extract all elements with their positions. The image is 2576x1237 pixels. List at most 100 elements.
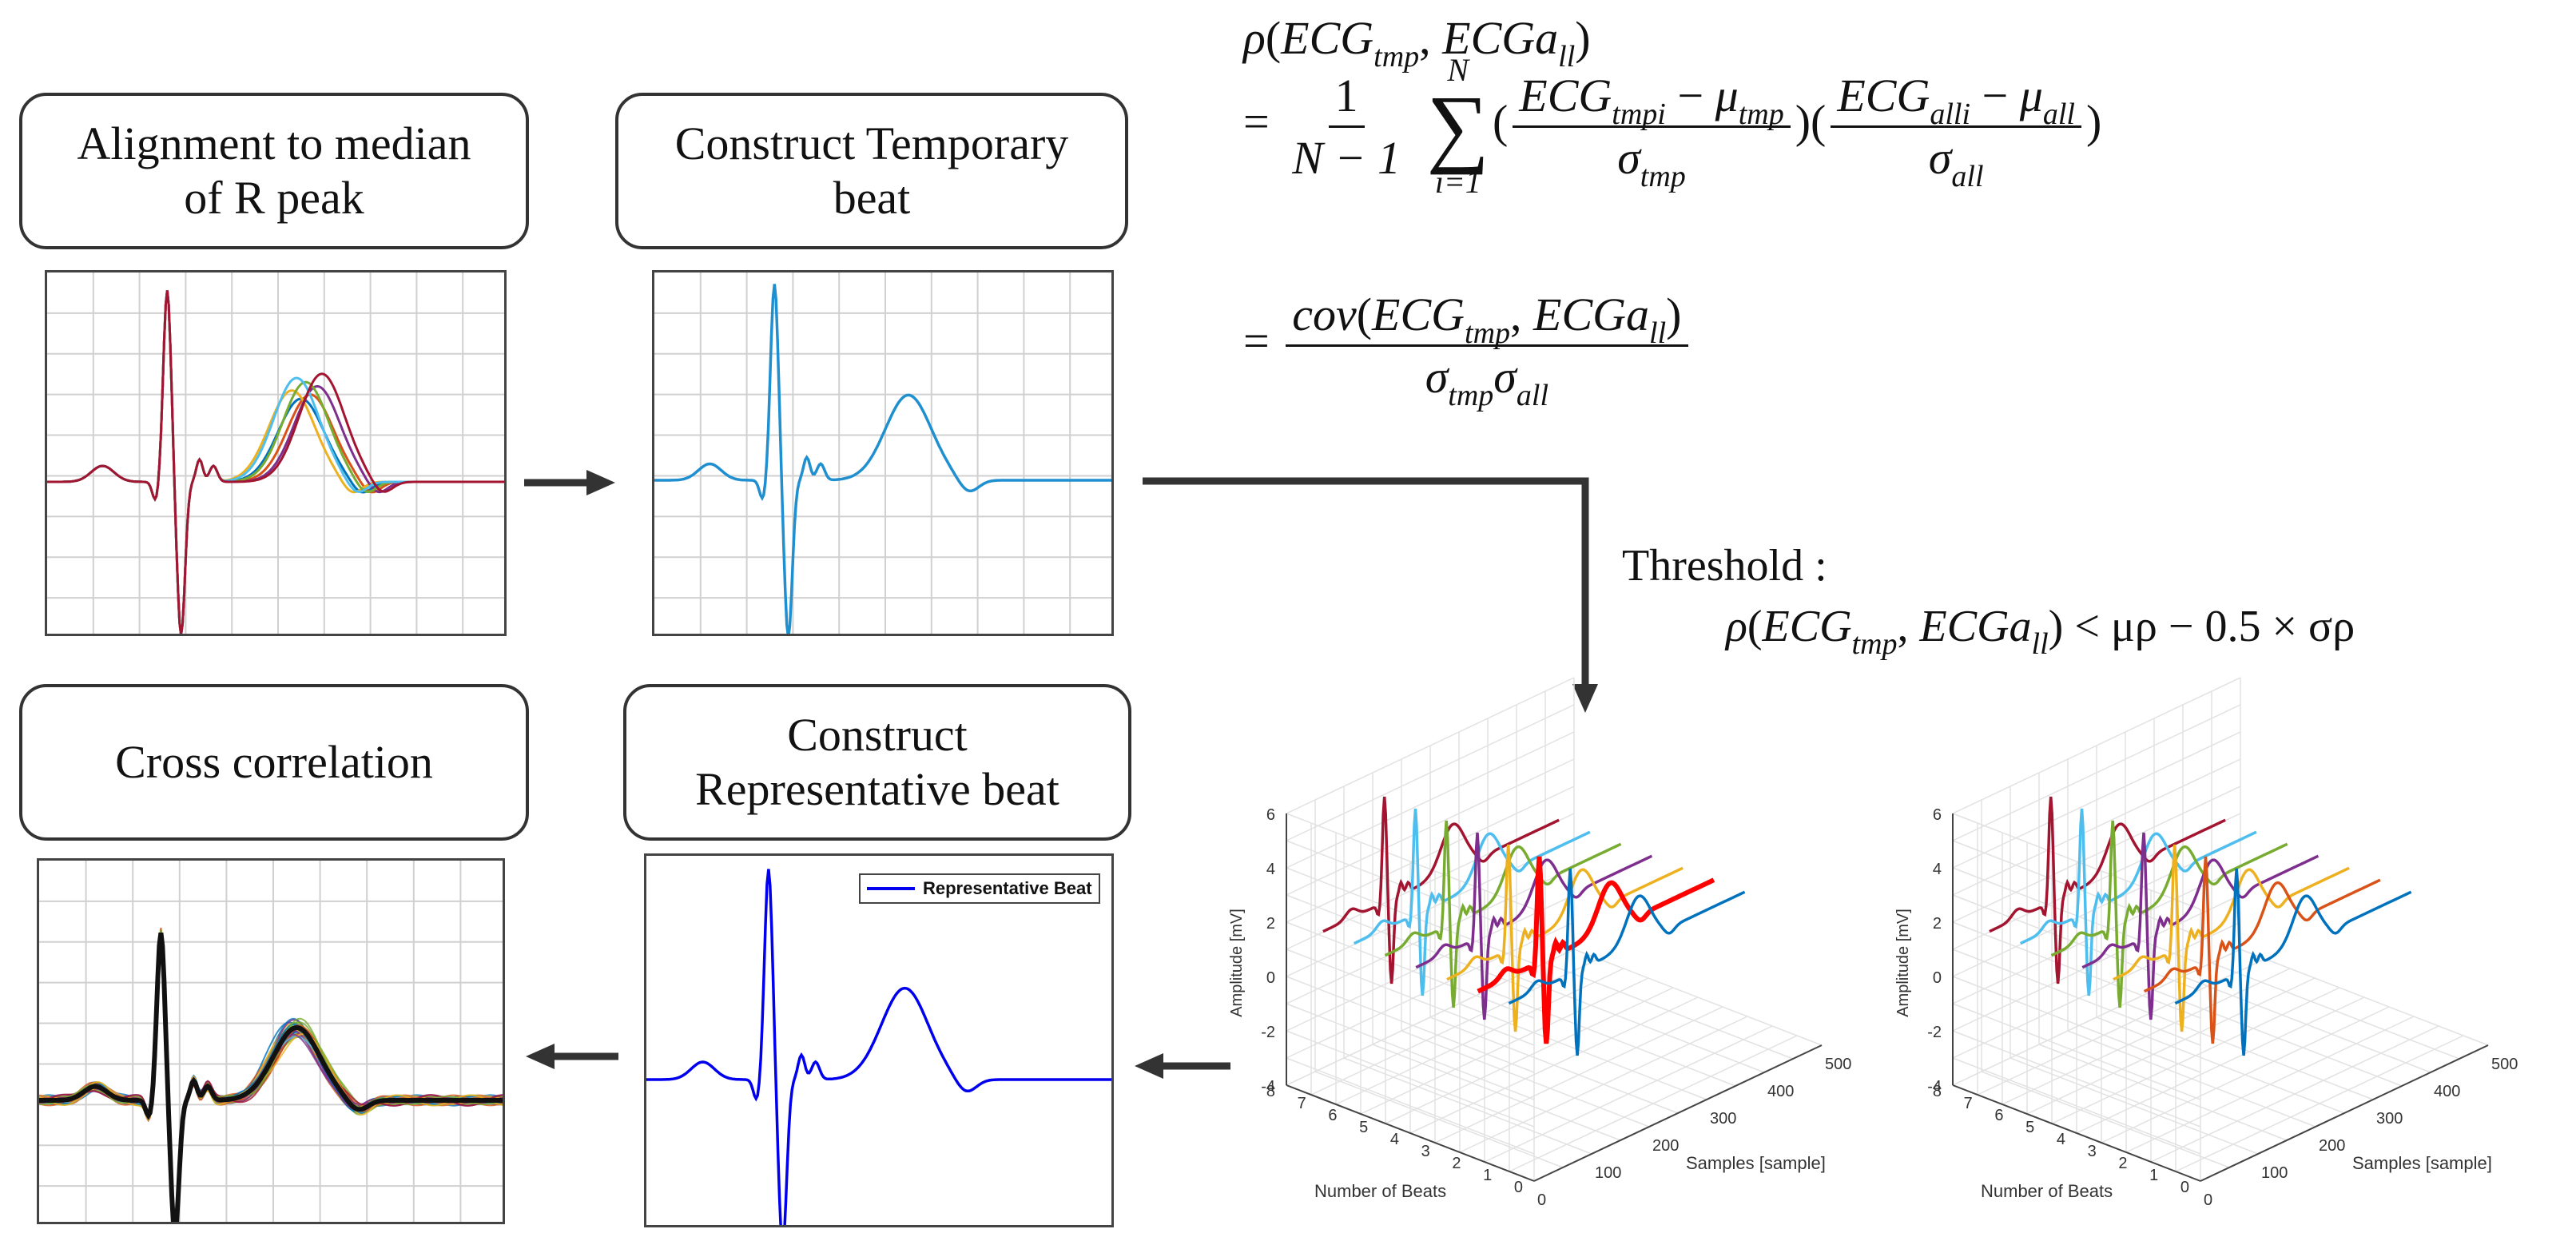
floor-grid-x <box>2211 962 2460 1060</box>
correlated-beat-trace <box>39 934 503 1222</box>
representative-traces <box>646 869 1111 1225</box>
arrow-temp-to-threshold-head <box>1572 684 1598 713</box>
ecga-text: ECGa <box>1442 12 1559 64</box>
cross-correlation-plot <box>37 858 505 1224</box>
z-axis-label: Amplitude [mV] <box>1894 909 1912 1017</box>
correlated-beat-trace <box>39 934 503 1222</box>
floor-grid-y <box>2076 996 2365 1134</box>
mu-tmp: μ <box>1715 69 1739 121</box>
beat-trace <box>1415 832 1653 1020</box>
x-tick-label: 100 <box>2261 1164 2288 1182</box>
y-tick-label: 0 <box>1514 1179 1523 1196</box>
representative-beat-trace <box>646 869 1111 1225</box>
beat-trace <box>2174 868 2412 1056</box>
temporary-grid <box>654 272 1111 634</box>
correlated-beat-trace <box>39 930 503 1222</box>
i-sub: i <box>1657 97 1666 131</box>
minus-2: − <box>1982 69 2009 121</box>
back-wall-grid-z <box>1286 758 1575 896</box>
arrow-align-to-temp-head <box>586 470 615 495</box>
side-wall-grid-z <box>1286 921 1535 1019</box>
correlated-beat-trace <box>39 933 503 1222</box>
correlated-beat-trace <box>39 933 503 1222</box>
back-wall-grid-z <box>1952 677 2241 814</box>
correlated-beat-trace <box>39 935 503 1222</box>
temporary-box-line2: beat <box>833 172 911 224</box>
z-tick-label: -2 <box>1927 1024 1942 1041</box>
y-axis-line <box>1286 1084 1535 1182</box>
floor-grid-x <box>2240 949 2489 1046</box>
correlated-beat-trace <box>39 933 503 1222</box>
correlated-beat-trace <box>39 934 503 1222</box>
cross-traces <box>39 927 503 1222</box>
x-tick-label: 500 <box>2491 1056 2518 1073</box>
side-wall-grid-z <box>1952 921 2201 1019</box>
z-tick-label: 4 <box>1266 861 1275 878</box>
correlated-beat-trace <box>39 932 503 1222</box>
aligned-beat-trace <box>47 290 504 634</box>
x-tick-label: 0 <box>1537 1191 1546 1209</box>
fraction-n-minus-1: N − 1 <box>1292 131 1401 184</box>
y-tick-label: 8 <box>1933 1083 1942 1100</box>
beat-trace <box>1989 796 2226 984</box>
formula-line3: = cov(ECGtmp, ECGall) σtmpσall <box>1243 288 1693 412</box>
all-zscore-fraction: ECGalli − μall σall <box>1831 69 2081 193</box>
back-wall-grid-z <box>1286 731 1575 869</box>
rho-symbol: ρ <box>1243 12 1266 64</box>
y-tick-label: 8 <box>1266 1083 1275 1100</box>
back-wall-grid-z <box>1286 786 1575 923</box>
correlated-beat-trace <box>39 932 503 1222</box>
correlated-beat-trace <box>39 934 503 1222</box>
y-tick-label: 1 <box>1483 1167 1492 1184</box>
x-axis-label: Samples [sample] <box>2352 1153 2492 1173</box>
correlated-beat-trace <box>39 930 503 1222</box>
arrow-temp-to-threshold <box>1143 477 1589 687</box>
tmp-sub: tmp <box>1373 40 1420 74</box>
cov-ecga: ECGa <box>1533 288 1650 340</box>
equals-sign-1: = <box>1243 95 1270 148</box>
floor-grid-y <box>1286 949 1575 1086</box>
floor-grid-y <box>1385 987 1674 1124</box>
z-tick-label: 0 <box>1266 969 1275 987</box>
representative-box-line2: Representative beat <box>695 763 1059 815</box>
y-tick-label: 4 <box>1390 1131 1399 1148</box>
legend-label: Representative Beat <box>923 878 1092 898</box>
temporary-traces <box>654 284 1111 634</box>
correlated-beat-trace <box>39 936 503 1222</box>
tmp-zscore-fraction: ECGtmpi − μtmp σtmp <box>1513 69 1791 193</box>
x-tick-label: 200 <box>1652 1137 1679 1155</box>
back-wall-grid-z <box>1286 677 1575 814</box>
beat-trace <box>1353 808 1591 996</box>
mu-all: μ <box>2019 69 2043 121</box>
thr-ecga: ECGa <box>1919 602 2032 651</box>
correlated-beat-trace <box>39 933 503 1222</box>
sum-lower-limit: i=1 <box>1434 164 1481 200</box>
correlated-beat-trace <box>39 930 503 1222</box>
correlated-beat-trace <box>39 934 503 1222</box>
correlated-beat-trace <box>39 934 503 1222</box>
x-tick-label: 200 <box>2319 1137 2345 1155</box>
fraction-one: 1 <box>1328 69 1365 128</box>
temporary-beat-trace <box>654 284 1111 634</box>
waterfall-plot-before: 6 4 2 0 -2 -4 0 100 200 300 400 500 8 7 6 5 4 3 2 1 0 Amplitu… <box>1228 677 1851 1209</box>
thr-ecg: ECG <box>1762 602 1852 651</box>
back-wall-grid-z <box>1952 786 2241 923</box>
equals-sign-2: = <box>1243 314 1270 367</box>
y-tick-label: 7 <box>1298 1095 1306 1112</box>
side-wall-grid-z <box>1286 813 1535 910</box>
y-tick-label: 3 <box>2088 1143 2097 1160</box>
ecg-text: ECG <box>1281 12 1374 64</box>
z-tick-label: 2 <box>1266 915 1275 933</box>
i-sub-2: i <box>1962 97 1971 131</box>
beat-trace <box>2019 808 2257 996</box>
arrow-rep-to-cross-head <box>526 1044 555 1069</box>
sum-symbol: ∑ <box>1426 78 1489 175</box>
y-tick-label: 6 <box>1328 1107 1337 1124</box>
beat-trace <box>1446 844 1684 1032</box>
tmp-sub-3: tmp <box>1738 97 1784 131</box>
z-axis-label: Amplitude [mV] <box>1228 909 1246 1017</box>
thr-ll-sub: ll <box>2031 627 2049 661</box>
representative-legend: Representative Beat <box>859 873 1100 904</box>
cov-ll-sub: ll <box>1649 316 1667 350</box>
representative-beat-box: Construct Representative beat <box>623 684 1131 841</box>
